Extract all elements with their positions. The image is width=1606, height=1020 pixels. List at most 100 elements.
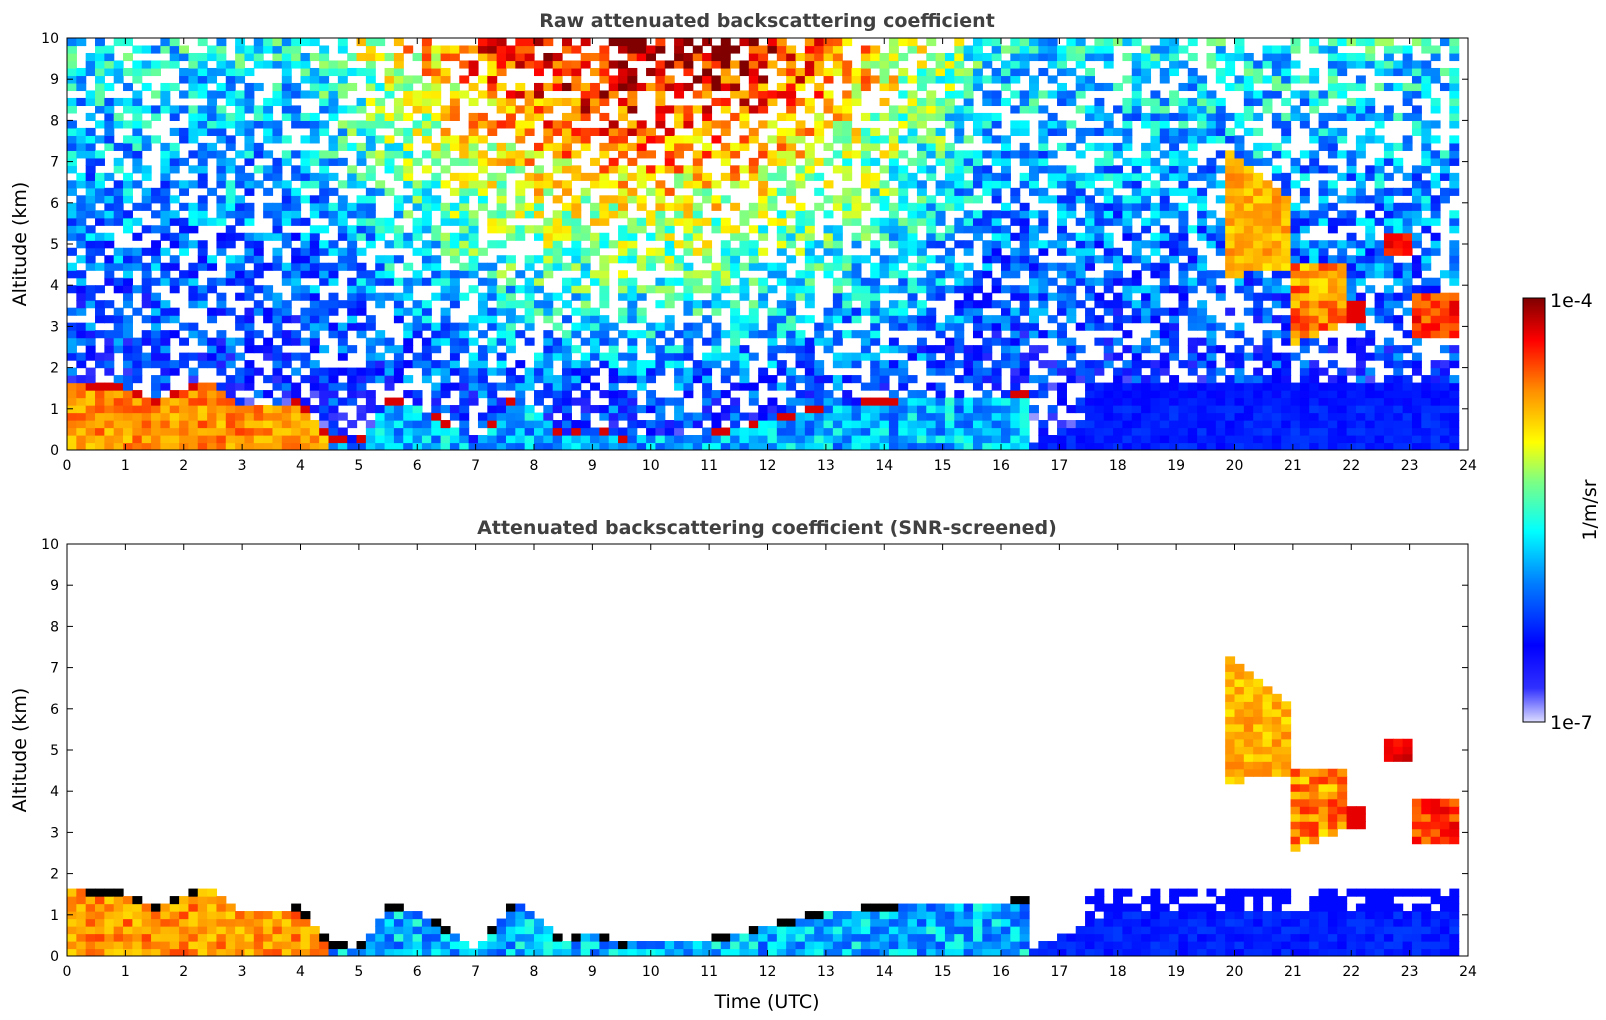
heatmap-cell bbox=[1122, 285, 1133, 294]
heatmap-cell bbox=[1019, 180, 1030, 189]
heatmap-cell bbox=[1178, 405, 1189, 414]
heatmap-cell bbox=[76, 435, 87, 444]
heatmap-cell bbox=[347, 300, 358, 309]
heatmap-cell bbox=[1094, 360, 1105, 369]
heatmap-cell bbox=[67, 412, 77, 421]
heatmap-cell bbox=[926, 172, 937, 181]
heatmap-cell bbox=[1281, 352, 1292, 361]
heatmap-cell bbox=[730, 412, 741, 421]
heatmap-cell bbox=[580, 82, 591, 92]
heatmap-cell bbox=[1253, 240, 1264, 249]
heatmap-cell bbox=[337, 247, 348, 256]
heatmap-cell bbox=[907, 427, 918, 436]
heatmap-cell bbox=[76, 135, 87, 144]
heatmap-cell bbox=[281, 60, 292, 69]
heatmap-cell bbox=[935, 285, 946, 294]
heatmap-cell bbox=[365, 135, 376, 144]
heatmap-cell bbox=[347, 277, 358, 286]
heatmap-cell bbox=[1150, 300, 1161, 309]
heatmap-cell bbox=[543, 52, 554, 62]
heatmap-cell bbox=[1243, 157, 1254, 166]
heatmap-cell bbox=[683, 382, 694, 391]
heatmap-cell bbox=[804, 127, 815, 136]
heatmap-cell bbox=[786, 255, 797, 264]
heatmap-cell bbox=[188, 292, 199, 301]
heatmap-cell bbox=[449, 292, 460, 301]
heatmap-cell bbox=[449, 405, 460, 414]
heatmap-cell bbox=[393, 360, 404, 369]
heatmap-cell bbox=[1271, 270, 1282, 279]
heatmap-cell bbox=[1243, 202, 1254, 211]
heatmap-cell bbox=[421, 255, 432, 264]
heatmap-cell bbox=[319, 397, 330, 406]
heatmap-cell bbox=[1141, 442, 1152, 450]
heatmap-cell bbox=[207, 187, 218, 196]
heatmap-cell bbox=[1029, 38, 1039, 47]
heatmap-cell bbox=[832, 135, 843, 144]
heatmap-cell bbox=[991, 187, 1002, 196]
heatmap-cell bbox=[1197, 322, 1208, 331]
heatmap-cell bbox=[1085, 232, 1095, 241]
heatmap-cell bbox=[692, 225, 703, 234]
heatmap-cell bbox=[515, 390, 526, 399]
heatmap-cell bbox=[505, 90, 516, 99]
heatmap-cell bbox=[1094, 142, 1105, 151]
heatmap-cell bbox=[104, 135, 115, 144]
heatmap-cell bbox=[748, 352, 759, 361]
heatmap-cell bbox=[291, 60, 302, 69]
heatmap-cell bbox=[235, 277, 246, 286]
heatmap-cell bbox=[1122, 367, 1133, 376]
heatmap-cell bbox=[599, 97, 610, 107]
heatmap-cell bbox=[1122, 255, 1133, 264]
heatmap-cell bbox=[421, 97, 432, 107]
heatmap-cell bbox=[169, 397, 180, 406]
heatmap-cell bbox=[1094, 420, 1105, 429]
heatmap-cell bbox=[702, 82, 713, 92]
heatmap-cell bbox=[674, 195, 685, 204]
heatmap-cell bbox=[1010, 390, 1021, 399]
heatmap-cell bbox=[169, 427, 180, 436]
heatmap-cell bbox=[1131, 90, 1142, 99]
heatmap-cell bbox=[272, 322, 283, 331]
heatmap-cell bbox=[281, 315, 292, 324]
heatmap-cell bbox=[814, 360, 825, 369]
heatmap-cell bbox=[1131, 397, 1142, 406]
heatmap-cell bbox=[804, 277, 815, 286]
heatmap-cell bbox=[851, 67, 862, 77]
heatmap-cell bbox=[123, 217, 133, 226]
heatmap-cell bbox=[123, 435, 133, 444]
heatmap-cell bbox=[403, 360, 414, 369]
heatmap-cell bbox=[1085, 375, 1095, 384]
heatmap-cell bbox=[123, 420, 133, 429]
heatmap-cell bbox=[67, 262, 77, 271]
heatmap-cell bbox=[225, 307, 236, 316]
heatmap-cell bbox=[776, 142, 787, 151]
heatmap-cell bbox=[207, 307, 218, 316]
heatmap-cell bbox=[1010, 315, 1021, 324]
heatmap-cell bbox=[477, 315, 488, 324]
heatmap-cell bbox=[319, 90, 330, 99]
heatmap-cell bbox=[627, 195, 638, 204]
heatmap-cell bbox=[1001, 322, 1011, 331]
heatmap-cell bbox=[1234, 225, 1245, 234]
heatmap-cell bbox=[1187, 97, 1198, 107]
heatmap-cell bbox=[365, 352, 376, 361]
heatmap-cell bbox=[1047, 172, 1058, 181]
heatmap-cell bbox=[132, 97, 143, 107]
heatmap-cell bbox=[496, 187, 507, 196]
heatmap-cell bbox=[888, 255, 899, 264]
heatmap-cell bbox=[309, 337, 320, 346]
heatmap-cell bbox=[1122, 345, 1133, 354]
heatmap-cell bbox=[543, 232, 554, 241]
heatmap-cell bbox=[552, 420, 563, 429]
heatmap-cell bbox=[907, 322, 918, 331]
heatmap-cell bbox=[683, 285, 694, 294]
heatmap-cell bbox=[1010, 322, 1021, 331]
heatmap-cell bbox=[1262, 105, 1273, 114]
heatmap-cell bbox=[235, 397, 246, 406]
heatmap-cell bbox=[1066, 292, 1077, 301]
heatmap-cell bbox=[384, 412, 395, 421]
heatmap-cell bbox=[982, 180, 993, 189]
heatmap-cell bbox=[562, 360, 572, 369]
heatmap-cell bbox=[1141, 172, 1152, 181]
